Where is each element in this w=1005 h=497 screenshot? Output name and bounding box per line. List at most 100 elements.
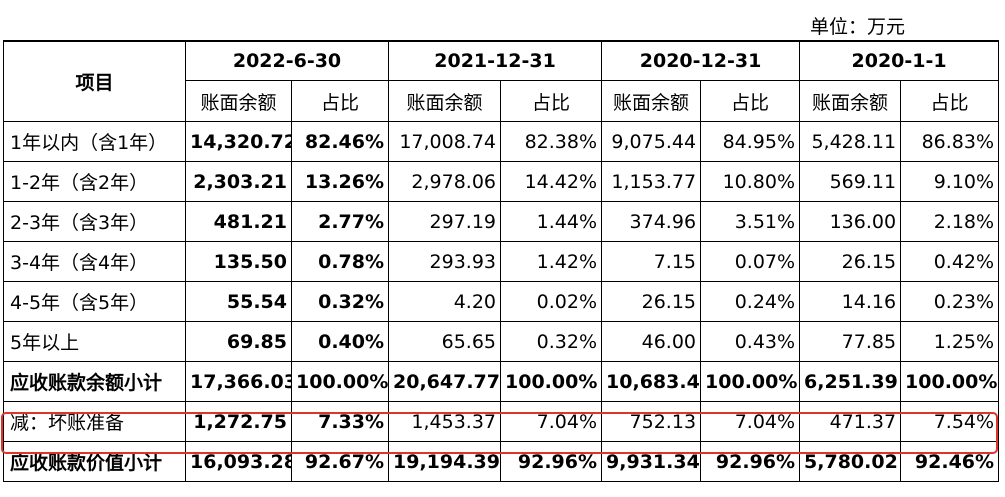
- row-label: 减：坏账准备: [3, 401, 186, 442]
- balance-cell: 14,320.72: [185, 121, 292, 162]
- balance-cell: 135.50: [185, 241, 292, 282]
- ratio-cell: 100.00%: [290, 361, 390, 402]
- row-label: 应收账款余额小计: [3, 361, 186, 402]
- balance-cell: 297.19: [388, 201, 502, 242]
- period-header: 2020-1-1: [799, 40, 1000, 81]
- ratio-cell: 100.00%: [500, 361, 603, 402]
- ratio-cell: 7.04%: [500, 401, 603, 442]
- table-row: 5年以上 69.85 0.40% 65.65 0.32% 46.00 0.43% 77.85 1…: [3, 321, 1000, 362]
- balance-cell: 293.93: [388, 241, 502, 282]
- ratio-cell: 0.24%: [700, 281, 801, 322]
- balance-cell: 17,008.74: [388, 121, 502, 162]
- ratio-header: 占比: [900, 80, 1000, 122]
- row-label: 应收账款价值小计: [3, 441, 186, 482]
- balance-cell: 16,093.28: [185, 441, 292, 482]
- accounts-receivable-aging-table: 项目 2022-6-30 2021-12-31 2020-12-31 2020-…: [3, 40, 1000, 482]
- balance-cell: 569.11: [799, 161, 902, 202]
- balance-cell: 55.54: [185, 281, 292, 322]
- ratio-cell: 1.25%: [900, 321, 1000, 362]
- ratio-cell: 0.42%: [900, 241, 1000, 282]
- period-header: 2020-12-31: [601, 40, 801, 81]
- ratio-cell: 92.96%: [700, 441, 801, 482]
- header-row-periods: 项目 2022-6-30 2021-12-31 2020-12-31 2020-…: [3, 40, 1000, 122]
- balance-cell: 19,194.39: [388, 441, 502, 482]
- table-row: 4-5年（含5年） 55.54 0.32% 4.20 0.02% 26.15 0.24% 14…: [3, 281, 1000, 322]
- table-row: 应收账款价值小计 16,093.28 92.67% 19,194.39 92.96% 9,…: [3, 441, 1000, 482]
- ratio-cell: 92.96%: [500, 441, 603, 482]
- ratio-cell: 0.40%: [290, 321, 390, 362]
- balance-cell: 69.85: [185, 321, 292, 362]
- table-row: 2-3年（含3年） 481.21 2.77% 297.19 1.44% 374.96 3.5…: [3, 201, 1000, 242]
- ratio-cell: 13.26%: [290, 161, 390, 202]
- ratio-cell: 84.95%: [700, 121, 801, 162]
- row-label: 5年以上: [3, 321, 186, 362]
- balance-header: 账面余额: [799, 80, 902, 122]
- ratio-header: 占比: [500, 80, 603, 122]
- balance-cell: 77.85: [799, 321, 902, 362]
- balance-cell: 374.96: [601, 201, 702, 242]
- ratio-cell: 0.23%: [900, 281, 1000, 322]
- balance-cell: 6,251.39: [799, 361, 902, 402]
- balance-header: 账面余额: [388, 80, 502, 122]
- unit-label: 单位：万元: [810, 16, 906, 38]
- balance-cell: 1,272.75: [185, 401, 292, 442]
- ratio-header: 占比: [700, 80, 801, 122]
- balance-cell: 17,366.03: [185, 361, 292, 402]
- ratio-cell: 82.46%: [290, 121, 390, 162]
- ratio-cell: 86.83%: [900, 121, 1000, 162]
- ratio-cell: 7.54%: [900, 401, 1000, 442]
- ratio-cell: 0.32%: [290, 281, 390, 322]
- ratio-cell: 2.18%: [900, 201, 1000, 242]
- balance-cell: 65.65: [388, 321, 502, 362]
- ratio-cell: 100.00%: [700, 361, 801, 402]
- ratio-cell: 10.80%: [700, 161, 801, 202]
- ratio-cell: 82.38%: [500, 121, 603, 162]
- balance-cell: 9,075.44: [601, 121, 702, 162]
- balance-header: 账面余额: [185, 80, 292, 122]
- table-row: 应收账款余额小计 17,366.03 100.00% 20,647.77 100.00%…: [3, 361, 1000, 402]
- balance-cell: 471.37: [799, 401, 902, 442]
- table-row: 3-4年（含4年） 135.50 0.78% 293.93 1.42% 7.15 0.07%…: [3, 241, 1000, 282]
- balance-cell: 4.20: [388, 281, 502, 322]
- balance-cell: 481.21: [185, 201, 292, 242]
- row-label: 1-2年（含2年）: [3, 161, 186, 202]
- ratio-cell: 0.78%: [290, 241, 390, 282]
- row-label: 3-4年（含4年）: [3, 241, 186, 282]
- ratio-cell: 3.51%: [700, 201, 801, 242]
- balance-header: 账面余额: [601, 80, 702, 122]
- period-header: 2021-12-31: [388, 40, 603, 81]
- balance-cell: 2,303.21: [185, 161, 292, 202]
- ratio-cell: 0.07%: [700, 241, 801, 282]
- balance-cell: 2,978.06: [388, 161, 502, 202]
- table-row: 1-2年（含2年） 2,303.21 13.26% 2,978.06 14.42% 1,1…: [3, 161, 1000, 202]
- balance-cell: 9,931.34: [601, 441, 702, 482]
- ratio-cell: 0.02%: [500, 281, 603, 322]
- row-label: 2-3年（含3年）: [3, 201, 186, 242]
- ratio-cell: 1.42%: [500, 241, 603, 282]
- table-row: 减：坏账准备 1,272.75 7.33% 1,453.37 7.04% 752.13 7.…: [3, 401, 1000, 442]
- balance-cell: 26.15: [799, 241, 902, 282]
- ratio-cell: 100.00%: [900, 361, 1000, 402]
- table-row: 1年以内（含1年） 14,320.72 82.46% 17,008.74 82.38% 9…: [3, 121, 1000, 162]
- ratio-cell: 2.77%: [290, 201, 390, 242]
- balance-cell: 136.00: [799, 201, 902, 242]
- ratio-cell: 9.10%: [900, 161, 1000, 202]
- balance-cell: 14.16: [799, 281, 902, 322]
- ratio-cell: 92.67%: [290, 441, 390, 482]
- ratio-cell: 92.46%: [900, 441, 1000, 482]
- ratio-cell: 0.32%: [500, 321, 603, 362]
- header-row-columns: 账面余额 占比 账面余额 占比 账面余额 占比 账面余额 占比: [4, 80, 1000, 122]
- ratio-cell: 0.43%: [700, 321, 801, 362]
- ratio-cell: 14.42%: [500, 161, 603, 202]
- balance-cell: 10,683.47: [601, 361, 702, 402]
- ratio-cell: 7.04%: [700, 401, 801, 442]
- row-label: 1年以内（含1年）: [3, 121, 186, 162]
- balance-cell: 1,153.77: [601, 161, 702, 202]
- balance-cell: 5,780.02: [799, 441, 902, 482]
- balance-cell: 26.15: [601, 281, 702, 322]
- balance-cell: 1,453.37: [388, 401, 502, 442]
- item-header: 项目: [3, 40, 186, 122]
- row-label: 4-5年（含5年）: [3, 281, 186, 322]
- period-header: 2022-6-30: [184, 40, 390, 81]
- balance-cell: 46.00: [601, 321, 702, 362]
